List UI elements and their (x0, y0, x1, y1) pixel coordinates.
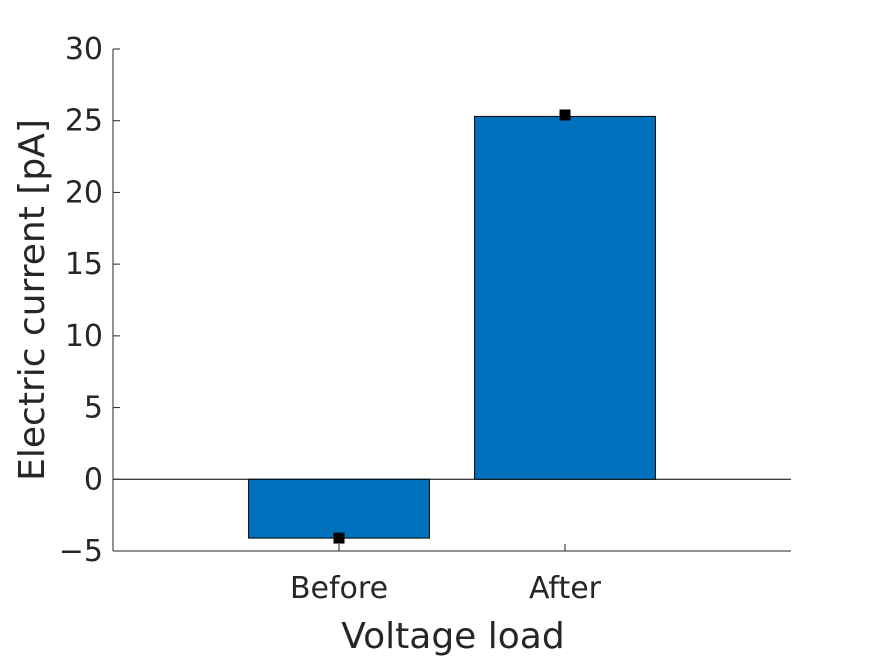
y-ticks-group: −5 0 5 10 15 20 25 30 (59, 32, 120, 569)
y-tick-label: 20 (65, 175, 103, 210)
x-tick-label-after: After (529, 571, 602, 606)
x-ticks-group: Before After (290, 544, 602, 606)
y-tick-label: 25 (65, 104, 103, 139)
markers-group (333, 109, 571, 544)
axes-group (112, 49, 791, 552)
y-tick-label: 30 (65, 32, 103, 67)
y-axis-title: Electric current [pA] (12, 119, 53, 481)
y-tick-label: 5 (84, 391, 103, 426)
y-tick-label: 0 (84, 462, 103, 497)
y-tick-label: 10 (65, 319, 103, 354)
x-axis-title: Voltage load (341, 616, 564, 656)
y-tick-label: −5 (59, 534, 103, 569)
y-tick-label: 15 (65, 247, 103, 282)
marker-after (559, 109, 571, 121)
marker-before (333, 532, 345, 544)
x-tick-label-before: Before (290, 571, 388, 606)
bar-before (248, 478, 430, 539)
bar-after (474, 115, 656, 480)
bars-group (248, 115, 656, 539)
